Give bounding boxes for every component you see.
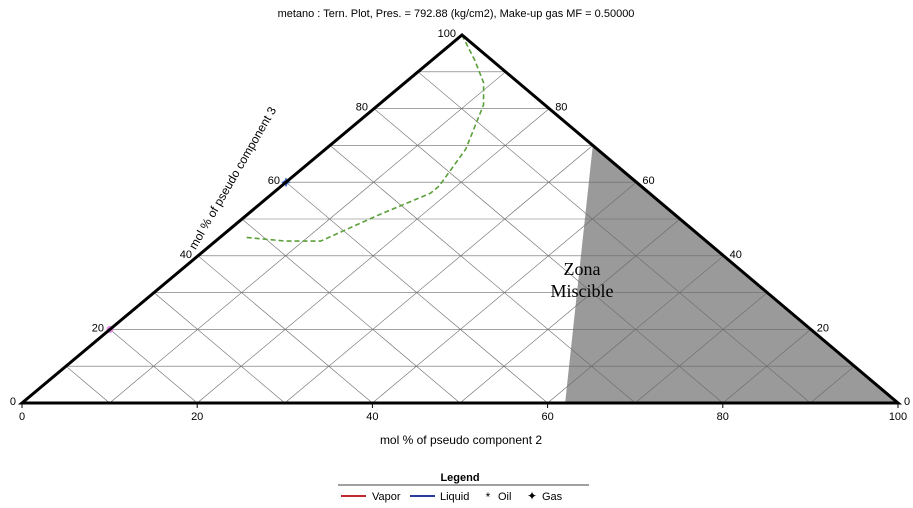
grid-line-rising (722, 329, 811, 404)
bottom-tick-label: 0 (19, 411, 25, 423)
grid-line-rising (109, 71, 506, 404)
miscible-zone-layer (565, 145, 898, 403)
left-tick-label: 60 (268, 175, 280, 187)
bottom-tick-label: 60 (541, 411, 553, 423)
left-zero-label: 0 (10, 396, 16, 408)
grid-line-falling (197, 255, 373, 404)
grid-line-falling (417, 71, 811, 404)
legend-gas-label: Gas (542, 491, 563, 503)
grid-line-falling (241, 218, 461, 404)
grid-line-rising (810, 365, 855, 404)
right-tick-label: 20 (817, 322, 829, 334)
bottom-axis-label: mol % of pseudo component 2 (380, 433, 542, 447)
left-tick-label: 40 (180, 249, 192, 261)
bottom-tick-label: 40 (366, 411, 378, 423)
grid-line-falling (65, 365, 110, 404)
bottom-tick-label: 100 (889, 411, 907, 423)
grid-line-falling (153, 292, 285, 404)
grid-layer (65, 71, 855, 404)
phase-envelope-curve (246, 34, 485, 242)
grid-line-rising (635, 292, 768, 404)
left-tick-label: 20 (92, 322, 104, 334)
bottom-tick-label: 80 (717, 411, 729, 423)
legend-liquid-label: Liquid (440, 491, 469, 503)
grid-line-rising (547, 255, 724, 404)
right-tick-label: 0 (904, 396, 910, 408)
tick-label-layer: 0 20 40 60 80 100 20 40 60 80 100 0 20 40 60 80 0 (10, 28, 910, 423)
triangle-frame-layer (17, 33, 903, 405)
grid-line-falling (329, 145, 636, 404)
zone-label-line2: Miscible (551, 281, 614, 301)
zone-label-line1: Zona (564, 259, 601, 279)
legend-title: Legend (440, 472, 479, 484)
grid-line-rising (284, 145, 593, 404)
grid-line-falling (109, 329, 198, 404)
miscible-zone (565, 145, 898, 403)
legend-oil-marker: * (486, 490, 491, 504)
right-tick-label: 40 (730, 249, 742, 261)
right-tick-label: 60 (642, 175, 654, 187)
bottom-tick-label: 20 (191, 411, 203, 423)
legend-oil-label: Oil (498, 491, 511, 503)
grid-line-rising (459, 218, 681, 404)
triangle-frame (17, 33, 903, 405)
right-tick-label: 80 (555, 102, 567, 114)
left-tick-label: 80 (356, 102, 368, 114)
chart-title: metano : Tern. Plot, Pres. = 792.88 (kg/… (278, 8, 635, 20)
legend-gas-marker: ✦ (527, 489, 537, 503)
legend: Legend Vapor Liquid * Oil ✦ Gas (338, 472, 589, 504)
legend-vapor-label: Vapor (372, 491, 401, 503)
left-tick-label: 100 (438, 28, 456, 40)
left-axis-label: mol % of pseudo component 3 (186, 104, 279, 252)
